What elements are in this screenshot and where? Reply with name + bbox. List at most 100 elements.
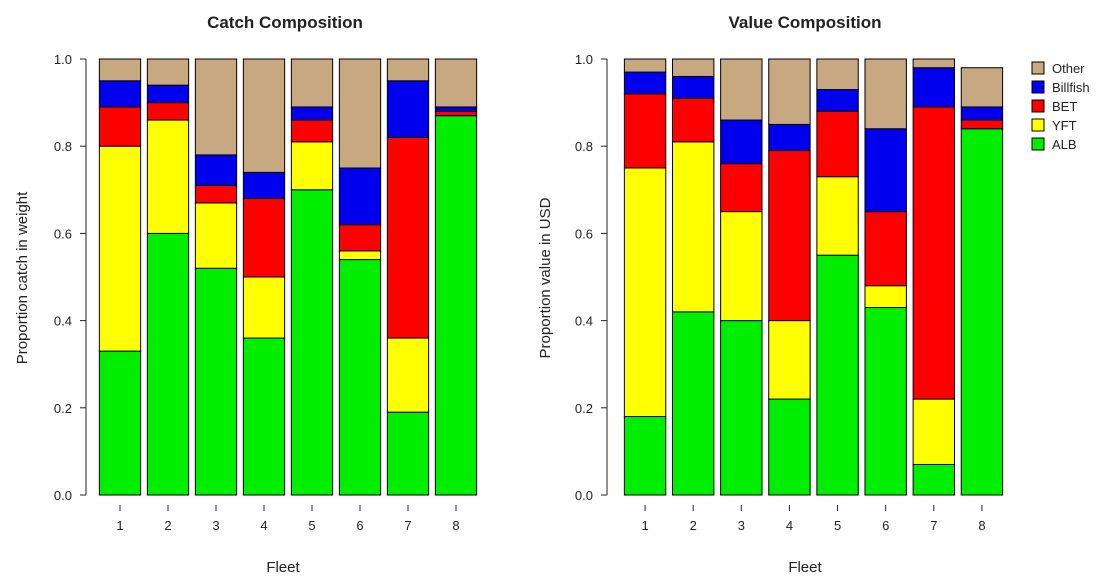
catch-bar-fleet-7-other bbox=[386, 58, 430, 82]
value-y-tick-label-0-2: 0.2 bbox=[575, 401, 593, 416]
catch-bar-fleet-2-billfish bbox=[146, 84, 190, 104]
value-bar-fleet-8-bet bbox=[960, 119, 1004, 130]
catch-bar-fleet-4-alb bbox=[242, 337, 286, 496]
legend-swatch-billfish bbox=[1031, 80, 1045, 94]
catch-x-axis: 1 2 3 4 5 6 7 8 bbox=[116, 505, 460, 533]
value-bar-fleet-8-other bbox=[960, 67, 1004, 108]
value-x-tick-label-8: 8 bbox=[978, 518, 985, 533]
value-bar-fleet-5-other bbox=[816, 58, 859, 91]
legend-swatch-yft bbox=[1031, 118, 1045, 132]
catch-bar-fleet-4-yft bbox=[242, 276, 286, 339]
catch-x-tick-label-4: 4 bbox=[260, 518, 267, 533]
value-y-tick-label-0-0: 0.0 bbox=[575, 488, 593, 503]
legend-label-alb: ALB bbox=[1052, 137, 1077, 152]
catch-bar-fleet-1-billfish bbox=[98, 80, 142, 108]
catch-x-tick-label-2: 2 bbox=[164, 518, 171, 533]
catch-bar-fleet-1-yft bbox=[98, 145, 142, 352]
value-chart-title: Value Composition bbox=[728, 13, 881, 32]
catch-bars bbox=[98, 58, 478, 496]
catch-y-tick-label-0-2: 0.2 bbox=[54, 401, 72, 416]
value-bar-fleet-4-yft bbox=[768, 320, 811, 400]
value-bar-fleet-1-alb bbox=[623, 416, 667, 496]
legend-swatch-bet bbox=[1031, 99, 1045, 113]
catch-bar-fleet-4-other bbox=[242, 58, 286, 173]
catch-bar-fleet-8-bet bbox=[434, 110, 478, 117]
legend-label-billfish: Billfish bbox=[1052, 80, 1090, 95]
catch-x-axis-label: Fleet bbox=[266, 559, 300, 576]
catch-y-tick-label-0-4: 0.4 bbox=[54, 314, 72, 329]
catch-bar-fleet-6-alb bbox=[338, 259, 382, 496]
catch-bar-fleet-3-alb bbox=[194, 267, 238, 496]
catch-bar-fleet-4-bet bbox=[242, 198, 286, 278]
value-bar-fleet-7-bet bbox=[912, 106, 956, 400]
catch-bar-fleet-2-yft bbox=[146, 119, 190, 234]
catch-bar-fleet-7-alb bbox=[386, 411, 430, 496]
catch-bar-fleet-3-other bbox=[194, 58, 238, 156]
catch-y-tick-label-0-6: 0.6 bbox=[54, 226, 72, 241]
value-bar-fleet-7-other bbox=[912, 58, 956, 69]
legend-label-other: Other bbox=[1052, 61, 1085, 76]
catch-bar-fleet-1-alb bbox=[98, 350, 142, 496]
catch-bar-fleet-3-bet bbox=[194, 184, 238, 204]
catch-bar-fleet-6-billfish bbox=[338, 167, 382, 226]
catch-bar-fleet-1-other bbox=[98, 58, 142, 82]
catch-bar-fleet-8-other bbox=[434, 58, 478, 108]
catch-bar-fleet-6-yft bbox=[338, 250, 382, 261]
value-y-tick-label-0-4: 0.4 bbox=[575, 314, 593, 329]
value-y-axis: 0.0 0.2 0.4 0.6 0.8 1.0 bbox=[575, 52, 608, 503]
catch-x-tick-label-5: 5 bbox=[308, 518, 315, 533]
value-bar-fleet-6-other bbox=[864, 58, 907, 130]
catch-bar-fleet-2-other bbox=[146, 58, 190, 86]
legend-swatch-other bbox=[1031, 61, 1045, 75]
catch-bar-fleet-7-yft bbox=[386, 337, 430, 413]
catch-y-tick-label-1-0: 1.0 bbox=[54, 52, 72, 67]
catch-bar-fleet-8-alb bbox=[434, 115, 478, 496]
value-bar-fleet-3-bet bbox=[720, 163, 763, 213]
catch-bar-fleet-3-yft bbox=[194, 202, 238, 269]
value-x-axis-label: Fleet bbox=[788, 559, 822, 576]
value-bars bbox=[623, 58, 1004, 496]
value-bar-fleet-7-yft bbox=[912, 398, 956, 465]
value-bar-fleet-4-other bbox=[768, 58, 811, 125]
catch-bar-fleet-8-billfish bbox=[434, 106, 478, 112]
catch-bar-fleet-5-billfish bbox=[290, 106, 334, 121]
value-bar-fleet-5-yft bbox=[816, 176, 859, 256]
value-bar-fleet-6-bet bbox=[864, 211, 907, 287]
value-x-tick-label-6: 6 bbox=[882, 518, 889, 533]
value-bar-fleet-3-billfish bbox=[720, 119, 763, 165]
catch-bar-fleet-2-bet bbox=[146, 102, 190, 121]
value-x-tick-label-4: 4 bbox=[786, 518, 793, 533]
value-bar-fleet-1-billfish bbox=[623, 71, 667, 95]
value-bar-fleet-7-alb bbox=[912, 463, 956, 496]
legend-label-bet: BET bbox=[1052, 99, 1077, 114]
value-bar-fleet-5-billfish bbox=[816, 89, 859, 112]
value-bar-fleet-3-other bbox=[720, 58, 763, 121]
catch-y-tick-label-0-0: 0.0 bbox=[54, 488, 72, 503]
catch-bar-fleet-5-bet bbox=[290, 119, 334, 143]
value-composition-panel: Value Composition Fleet Proportion value… bbox=[537, 13, 1004, 576]
catch-bar-fleet-5-yft bbox=[290, 141, 334, 191]
value-bar-fleet-4-billfish bbox=[768, 123, 811, 152]
value-bar-fleet-3-alb bbox=[720, 320, 763, 496]
legend: Other Billfish BET YFT ALB bbox=[1031, 61, 1090, 152]
value-bar-fleet-1-yft bbox=[623, 167, 667, 418]
value-bar-fleet-4-alb bbox=[768, 398, 811, 496]
value-bar-fleet-2-billfish bbox=[671, 75, 715, 99]
value-bar-fleet-7-billfish bbox=[912, 67, 956, 108]
catch-x-tick-label-6: 6 bbox=[356, 518, 363, 533]
catch-bar-fleet-2-alb bbox=[146, 232, 190, 496]
value-bar-fleet-2-other bbox=[671, 58, 715, 77]
value-x-axis: 1 2 3 4 5 6 7 8 bbox=[641, 505, 986, 533]
catch-chart-title: Catch Composition bbox=[207, 13, 363, 32]
value-x-tick-label-5: 5 bbox=[834, 518, 841, 533]
legend-label-yft: YFT bbox=[1052, 118, 1077, 133]
value-y-tick-label-0-8: 0.8 bbox=[575, 139, 593, 154]
value-bar-fleet-6-billfish bbox=[864, 128, 907, 213]
value-x-tick-label-7: 7 bbox=[930, 518, 937, 533]
value-bar-fleet-5-alb bbox=[816, 254, 859, 496]
legend-swatch-alb bbox=[1031, 137, 1045, 151]
value-y-axis-label: Proportion value in USD bbox=[537, 197, 554, 358]
catch-y-axis: 0.0 0.2 0.4 0.6 0.8 1.0 bbox=[54, 52, 87, 503]
